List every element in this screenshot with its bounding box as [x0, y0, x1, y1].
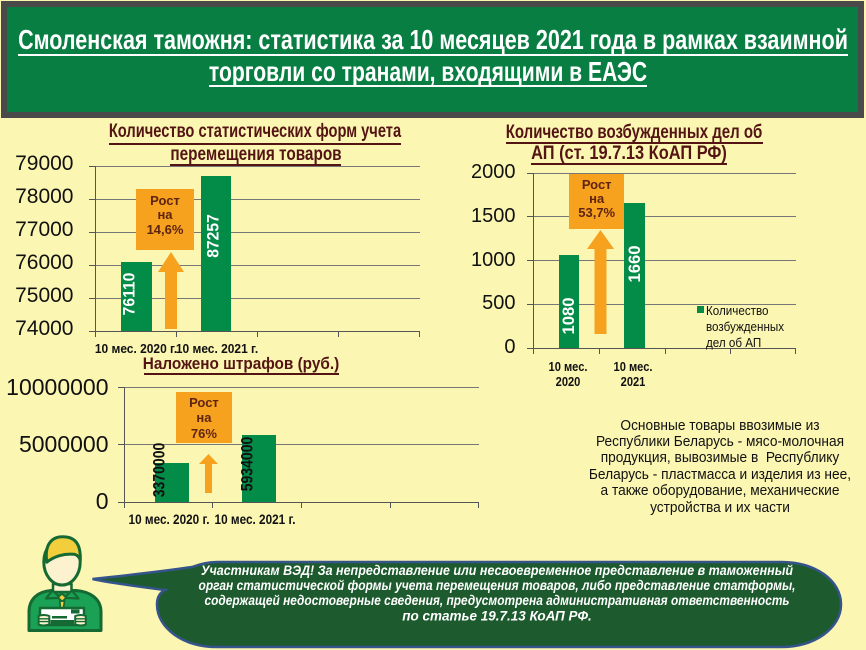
- svg-text:орган статистической формы уче: орган статистической формы учета перемещ…: [199, 578, 796, 593]
- svg-text:содержащей недостоверные сведе: содержащей недостоверные сведения, преду…: [205, 593, 790, 608]
- svg-text:по статье 19.7.13 КоАП РФ.: по статье 19.7.13 КоАП РФ.: [402, 608, 592, 623]
- svg-text:Участникам ВЭД! За непредставл: Участникам ВЭД! За непредставление или н…: [201, 563, 794, 578]
